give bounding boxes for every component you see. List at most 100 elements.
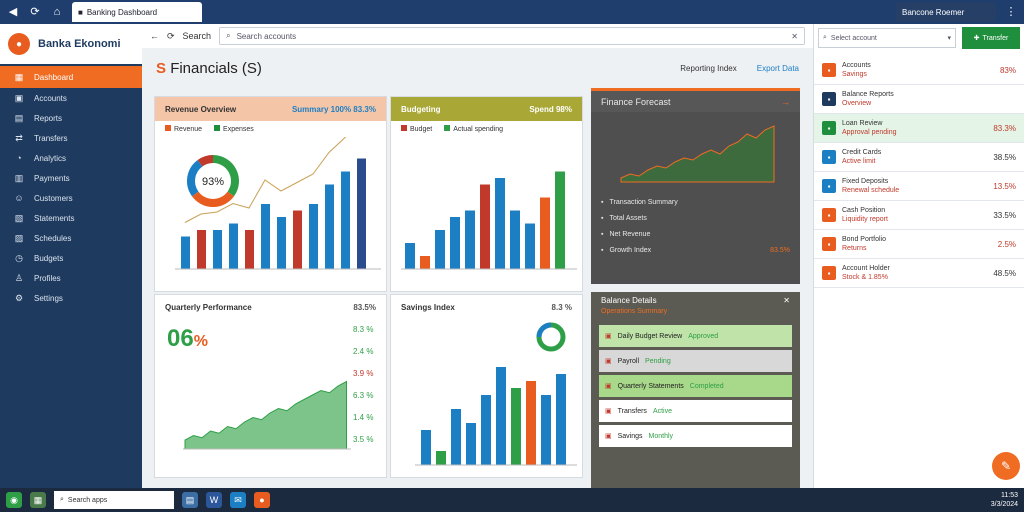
sidebar-item-transfers[interactable]: ⇄ Transfers bbox=[0, 128, 142, 148]
export-link[interactable]: Export Data bbox=[756, 63, 799, 73]
sidebar-item-label: Settings bbox=[34, 293, 63, 303]
bar bbox=[556, 374, 566, 465]
favicon-icon: ■ bbox=[78, 7, 83, 17]
browser-tab-right[interactable]: Bancone Roemer bbox=[896, 2, 996, 22]
list-item[interactable]: ▣ Quarterly Statements Completed bbox=[599, 375, 792, 397]
sidebar-item-statements[interactable]: ▧ Statements bbox=[0, 208, 142, 228]
account-item[interactable]: ▪ Credit Cards Active limit 38.5% bbox=[814, 143, 1024, 172]
back-icon[interactable]: ◀ bbox=[8, 6, 18, 18]
main-area: ← ⟳ Search ⌕ Search accounts ✕ S Financi… bbox=[142, 24, 813, 488]
bar bbox=[357, 158, 366, 269]
home-icon[interactable]: ⌂ bbox=[53, 6, 61, 18]
date: 3/3/2024 bbox=[990, 501, 1018, 508]
taskbar-search[interactable]: ⌕ Search apps bbox=[54, 491, 174, 509]
transfer-button[interactable]: ✚ Transfer bbox=[962, 27, 1020, 49]
wallet-icon: ▣ bbox=[14, 92, 24, 103]
list-item[interactable]: ▣ Payroll Pending bbox=[599, 350, 792, 372]
account-icon: ▪ bbox=[822, 121, 836, 135]
sidebar-item-label: Customers bbox=[34, 193, 73, 203]
account-item[interactable]: ▪ Bond Portfolio Returns 2.5% bbox=[814, 230, 1024, 259]
area-chart bbox=[183, 380, 351, 450]
bank-logo-icon: ● bbox=[8, 33, 30, 55]
files-icon[interactable]: ▤ bbox=[182, 492, 198, 508]
search-placeholder: Search accounts bbox=[236, 31, 297, 41]
area-fill bbox=[184, 380, 347, 450]
sidebar-item-analytics[interactable]: ◔ Analytics bbox=[0, 148, 142, 168]
sidebar-item-settings[interactable]: ⚙ Settings bbox=[0, 288, 142, 308]
close-icon[interactable]: ✕ bbox=[783, 296, 790, 305]
back-arrow-icon[interactable]: ← bbox=[150, 31, 159, 41]
donut-segment bbox=[191, 191, 235, 207]
account-item[interactable]: ▪ Fixed Deposits Renewal schedule 13.5% bbox=[814, 172, 1024, 201]
percent-value: 2.4 % bbox=[353, 347, 374, 356]
account-select[interactable]: ⌕ Select account ▾ bbox=[818, 28, 956, 48]
list-item[interactable]: ▣ Savings Monthly bbox=[599, 425, 792, 447]
revenue-chart: 93% bbox=[175, 122, 381, 270]
account-item[interactable]: ▪ Account Holder Stock & 1.85% 48.5% bbox=[814, 259, 1024, 288]
forecast-row[interactable]: ▪ Total Assets bbox=[591, 210, 800, 226]
row-label: Quarterly Statements bbox=[617, 382, 684, 390]
search-icon: ⌕ bbox=[823, 34, 827, 41]
sidebar-item-label: Profiles bbox=[34, 273, 61, 283]
search-icon: ⌕ bbox=[60, 496, 64, 503]
mail-icon[interactable]: ✉ bbox=[230, 492, 246, 508]
browser-icon[interactable]: ● bbox=[254, 492, 270, 508]
bar bbox=[309, 204, 318, 269]
sidebar-item-accounts[interactable]: ▣ Accounts bbox=[0, 88, 142, 108]
row-icon: ▣ bbox=[605, 408, 612, 415]
start-icon[interactable]: ◉ bbox=[6, 492, 22, 508]
card-title: Revenue Overview bbox=[165, 104, 237, 114]
legend-item: Actual spending bbox=[444, 125, 503, 133]
sidebar-item-payments[interactable]: ▥ Payments bbox=[0, 168, 142, 188]
refresh-icon[interactable]: ⟳ bbox=[30, 6, 40, 18]
arrow-right-icon[interactable]: → bbox=[781, 96, 790, 107]
title-row: S Financials (S) Reporting Index Export … bbox=[142, 48, 813, 88]
bar bbox=[420, 256, 430, 269]
brand[interactable]: ● Banka Ekonomi bbox=[0, 24, 142, 64]
bar bbox=[325, 184, 334, 269]
forecast-area bbox=[620, 125, 775, 183]
donut-segment bbox=[197, 155, 214, 167]
sidebar-item-customers[interactable]: ☺ Customers bbox=[0, 188, 142, 208]
trend-line bbox=[184, 122, 362, 223]
sidebar-item-profiles[interactable]: ♙ Profiles bbox=[0, 268, 142, 288]
profile-icon: ♙ bbox=[14, 272, 24, 283]
search-input[interactable]: ⌕ Search accounts ✕ bbox=[219, 27, 805, 45]
forecast-row[interactable]: ▪ Growth Index 83.5% bbox=[591, 242, 800, 258]
sidebar-item-schedules[interactable]: ▨ Schedules bbox=[0, 228, 142, 248]
account-item[interactable]: ▪ Cash Position Liquidity report 33.5% bbox=[814, 201, 1024, 230]
search-label: Search bbox=[182, 31, 212, 41]
search-icon: ⌕ bbox=[226, 31, 231, 40]
fab-add-button[interactable]: ✎ bbox=[992, 452, 1020, 480]
sidebar-item-dashboard[interactable]: ▦ Dashboard bbox=[0, 66, 142, 88]
sidebar-nav: ▦ Dashboard ▣ Accounts ▤ Reports ⇄ Transfers ◔ An… bbox=[0, 66, 142, 308]
bar bbox=[245, 230, 254, 269]
list-item[interactable]: ▣ Daily Budget Review Approved bbox=[599, 325, 792, 347]
sidebar-item-label: Transfers bbox=[34, 133, 68, 143]
list-item[interactable]: ▣ Transfers Active bbox=[599, 400, 792, 422]
account-item[interactable]: ▪ Balance Reports Overview bbox=[814, 85, 1024, 114]
item-sub: Renewal schedule bbox=[842, 187, 900, 194]
donut-segment bbox=[536, 322, 552, 338]
sidebar-item-budgets[interactable]: ◷ Budgets bbox=[0, 248, 142, 268]
forecast-row[interactable]: ▪ Net Revenue bbox=[591, 226, 800, 242]
word-icon[interactable]: W bbox=[206, 492, 222, 508]
forecast-row[interactable]: ▪ Transaction Summary bbox=[591, 194, 800, 210]
browser-tab-active[interactable]: ■ Banking Dashboard bbox=[72, 2, 202, 22]
account-icon: ▪ bbox=[822, 150, 836, 164]
bar bbox=[510, 210, 520, 269]
account-item[interactable]: ▪ Loan Review Approval pending 83.3% bbox=[814, 114, 1024, 143]
item-title: Account Holder bbox=[842, 265, 890, 272]
clear-search-icon[interactable]: ✕ bbox=[791, 31, 798, 41]
item-title: Cash Position bbox=[842, 207, 886, 214]
sidebar-item-reports[interactable]: ▤ Reports bbox=[0, 108, 142, 128]
item-value: 38.5% bbox=[993, 152, 1016, 162]
account-item[interactable]: ▪ Accounts Savings 83% bbox=[814, 56, 1024, 85]
app-icon[interactable]: ▦ bbox=[30, 492, 46, 508]
refresh-small-icon[interactable]: ⟳ bbox=[167, 30, 175, 41]
menu-icon[interactable]: ⋮ bbox=[1005, 6, 1017, 18]
bar bbox=[481, 395, 491, 465]
account-icon: ▪ bbox=[822, 266, 836, 280]
panel-subtitle: Operations Summary bbox=[601, 308, 668, 315]
sidebar-item-label: Accounts bbox=[34, 93, 67, 103]
